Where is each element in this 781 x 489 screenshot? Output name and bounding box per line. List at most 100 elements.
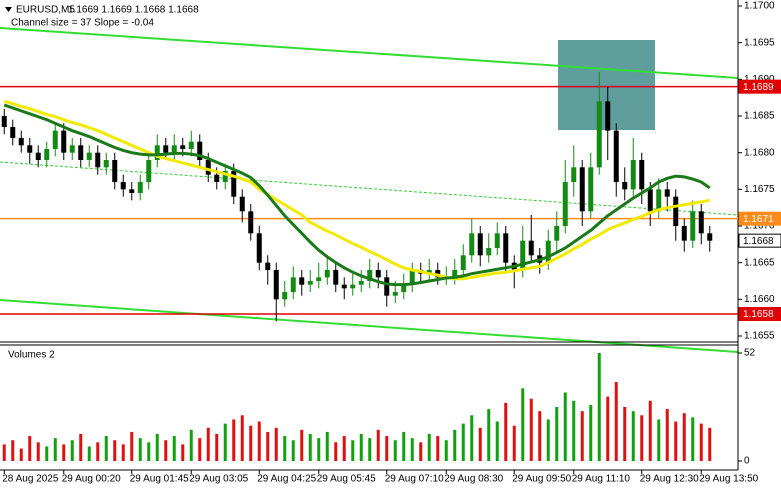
candle-body bbox=[605, 101, 611, 131]
volume-bar bbox=[529, 398, 533, 461]
volume-bar bbox=[385, 436, 389, 461]
candle-body bbox=[367, 270, 373, 281]
candle-body bbox=[27, 145, 33, 153]
candle-body bbox=[613, 130, 619, 182]
volume-bar bbox=[53, 438, 57, 461]
volume-bar bbox=[334, 442, 338, 461]
price-marker-label: 1.1668 bbox=[743, 236, 774, 247]
volume-bar bbox=[283, 436, 287, 461]
candle-body bbox=[231, 171, 237, 197]
volume-bar bbox=[308, 434, 312, 461]
volume-bar bbox=[368, 438, 372, 461]
candle-body bbox=[579, 167, 585, 212]
candle-body bbox=[477, 233, 483, 256]
volume-bar bbox=[189, 429, 193, 461]
y-tick-label: 1.1685 bbox=[744, 111, 775, 122]
volume-bar bbox=[28, 436, 32, 461]
candle-body bbox=[333, 270, 339, 285]
candle-body bbox=[341, 284, 347, 289]
ohlc-text: 1.1669 1.1669 1.1668 1.1668 bbox=[68, 5, 199, 16]
candle-body bbox=[673, 196, 679, 226]
moving-average bbox=[3, 99, 711, 281]
volume-title: Volumes 2 bbox=[8, 350, 55, 361]
x-tick-label: 29 Aug 08:30 bbox=[444, 474, 503, 485]
volume-bar bbox=[62, 444, 66, 461]
volume-bar bbox=[640, 415, 644, 461]
volume-bar bbox=[121, 444, 125, 461]
volume-bar bbox=[699, 423, 703, 461]
volume-bar bbox=[2, 444, 6, 461]
volume-bar bbox=[36, 442, 40, 461]
candle-body bbox=[392, 292, 398, 296]
candle-body bbox=[571, 167, 577, 182]
candle-body bbox=[647, 189, 653, 212]
volume-bar bbox=[512, 425, 516, 461]
x-tick-label: 29 Aug 13:50 bbox=[699, 474, 758, 485]
candle-body bbox=[120, 182, 126, 190]
candle-body bbox=[248, 211, 254, 234]
candle-body bbox=[299, 277, 305, 285]
volume-bar bbox=[147, 442, 151, 461]
volume-bar bbox=[164, 440, 168, 461]
volume-bar bbox=[504, 402, 508, 461]
x-tick-label: 29 Aug 03:05 bbox=[189, 474, 248, 485]
x-tick-label: 29 Aug 00:20 bbox=[62, 474, 121, 485]
volume-bar bbox=[682, 413, 686, 461]
volume-bar bbox=[606, 396, 610, 461]
volume-bar bbox=[96, 442, 100, 461]
volume-bar bbox=[470, 415, 474, 461]
volume-bar bbox=[232, 419, 236, 461]
volume-bar bbox=[393, 440, 397, 461]
x-tick-label: 29 Aug 05:45 bbox=[317, 474, 376, 485]
candle-body bbox=[95, 152, 101, 168]
candle-body bbox=[52, 130, 58, 149]
x-tick-label: 29 Aug 09:50 bbox=[512, 474, 571, 485]
volume-tick-label: 52 bbox=[744, 348, 756, 359]
volume-bar bbox=[563, 392, 567, 461]
candle-body bbox=[290, 277, 296, 292]
y-tick-label: 1.1655 bbox=[744, 331, 775, 342]
candle-body bbox=[137, 182, 143, 193]
volume-bar bbox=[648, 400, 652, 461]
candle-body bbox=[426, 270, 432, 274]
channel-bottom bbox=[0, 299, 739, 353]
candle-body bbox=[146, 160, 152, 182]
candle-body bbox=[707, 233, 713, 241]
volume-bar bbox=[70, 440, 74, 461]
candle-body bbox=[350, 284, 356, 289]
x-tick-label: 29 Aug 12:30 bbox=[640, 474, 699, 485]
candle-body bbox=[630, 160, 636, 190]
menu-triangle bbox=[5, 7, 12, 12]
candle-body bbox=[35, 152, 41, 160]
volume-bar bbox=[453, 429, 457, 461]
moving-average bbox=[3, 103, 711, 287]
volume-bar bbox=[172, 436, 176, 461]
volume-bar bbox=[181, 444, 185, 461]
candle-body bbox=[163, 145, 169, 153]
candle-body bbox=[503, 233, 509, 263]
volume-bar bbox=[266, 431, 270, 461]
chart-title: EURUSD,M5 bbox=[16, 5, 75, 16]
candle-body bbox=[129, 189, 135, 193]
volume-bar bbox=[572, 400, 576, 461]
candle-body bbox=[656, 189, 662, 212]
volume-bar bbox=[402, 431, 406, 461]
candle-body bbox=[545, 240, 551, 263]
volume-bar bbox=[104, 436, 108, 461]
volume-bar bbox=[444, 440, 448, 461]
candle-body bbox=[401, 284, 407, 292]
volume-bar bbox=[657, 419, 661, 461]
candle-body bbox=[256, 233, 262, 263]
volume-bar bbox=[215, 434, 219, 461]
volume-bar bbox=[665, 409, 669, 461]
candle-body bbox=[18, 138, 24, 146]
volume-bar bbox=[138, 438, 142, 461]
volume-bar bbox=[155, 434, 159, 461]
candle-body bbox=[324, 270, 330, 278]
volume-bar bbox=[198, 438, 202, 461]
candle-body bbox=[103, 160, 109, 168]
volume-bar bbox=[614, 382, 618, 461]
candle-body bbox=[639, 160, 645, 190]
candle-body bbox=[10, 127, 16, 138]
volume-bar bbox=[87, 446, 91, 461]
